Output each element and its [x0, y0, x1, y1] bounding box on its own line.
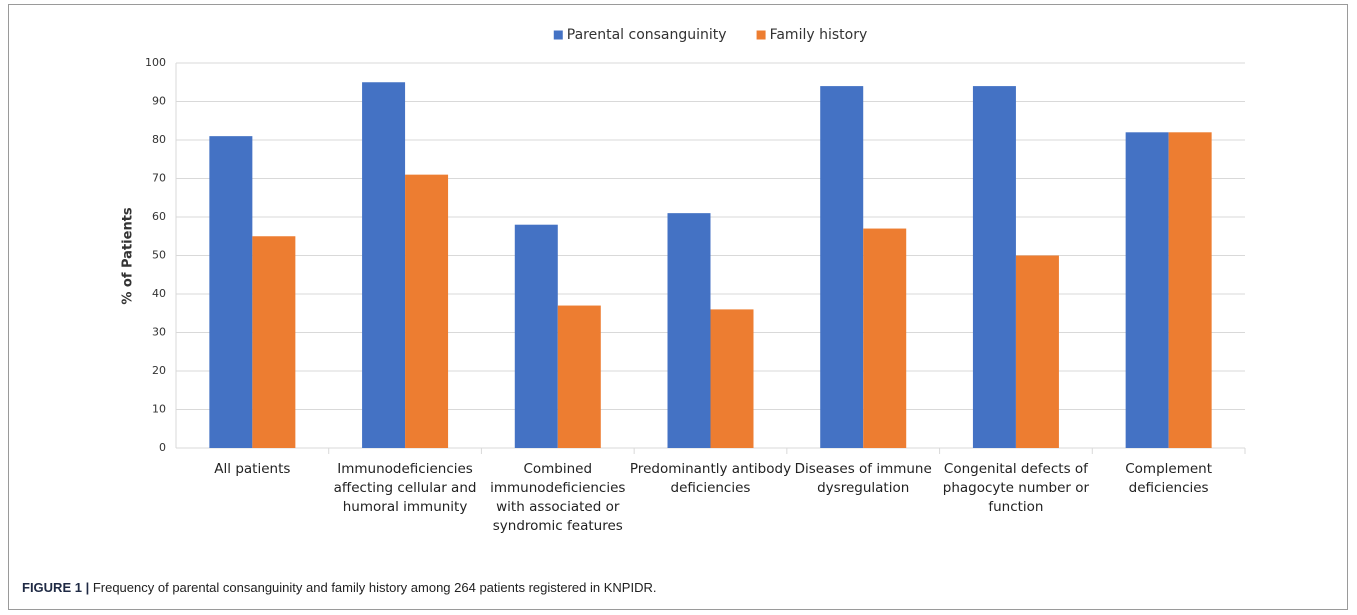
y-tick-label: 60 — [152, 210, 166, 223]
y-tick-label: 90 — [152, 95, 166, 108]
y-tick-label: 0 — [159, 441, 166, 454]
legend-label: Family history — [770, 27, 868, 43]
bar — [252, 236, 296, 448]
legend-label: Parental consanguinity — [567, 27, 727, 43]
x-tick-label: Diseases of immune dysregulation — [794, 461, 932, 496]
figure-frame — [8, 4, 1348, 610]
x-tick-label: Combined immunodeficiencies with associa… — [490, 461, 626, 534]
x-tick-label: Congenital defects of phagocyte number o… — [942, 461, 1090, 515]
caption: FIGURE 1 | Frequency of parental consang… — [22, 580, 656, 595]
bar — [1125, 132, 1169, 449]
bar — [972, 86, 1016, 448]
y-tick-label: 20 — [152, 364, 166, 377]
bar — [1015, 255, 1059, 448]
caption-label: FIGURE 1 | — [22, 580, 90, 595]
bar — [362, 82, 406, 448]
y-axis-label: % of Patients — [121, 207, 136, 305]
x-tick-label: Predominantly antibody deficiencies — [629, 461, 792, 496]
x-tick-label: Immunodeficiencies affecting cellular an… — [333, 461, 477, 515]
y-tick-label: 80 — [152, 133, 166, 146]
caption-text: Frequency of parental consanguinity and … — [92, 580, 657, 595]
y-tick-label: 30 — [152, 326, 166, 339]
x-tick-label: Complement deficiencies — [1125, 461, 1213, 496]
x-tick-label: All patients — [214, 461, 291, 477]
y-tick-label: 100 — [145, 56, 166, 69]
bar — [820, 86, 864, 448]
bar — [863, 228, 907, 448]
legend-swatch — [553, 30, 563, 40]
bar — [1168, 132, 1212, 449]
y-tick-label: 70 — [152, 172, 166, 185]
bar — [209, 136, 253, 448]
legend-swatch — [756, 30, 766, 40]
y-tick-label: 10 — [152, 403, 166, 416]
bar — [514, 224, 558, 448]
y-tick-label: 40 — [152, 287, 166, 300]
bar — [557, 305, 601, 448]
bar — [405, 174, 449, 448]
y-tick-label: 50 — [152, 249, 166, 262]
bar — [710, 309, 754, 448]
bar — [667, 213, 711, 448]
